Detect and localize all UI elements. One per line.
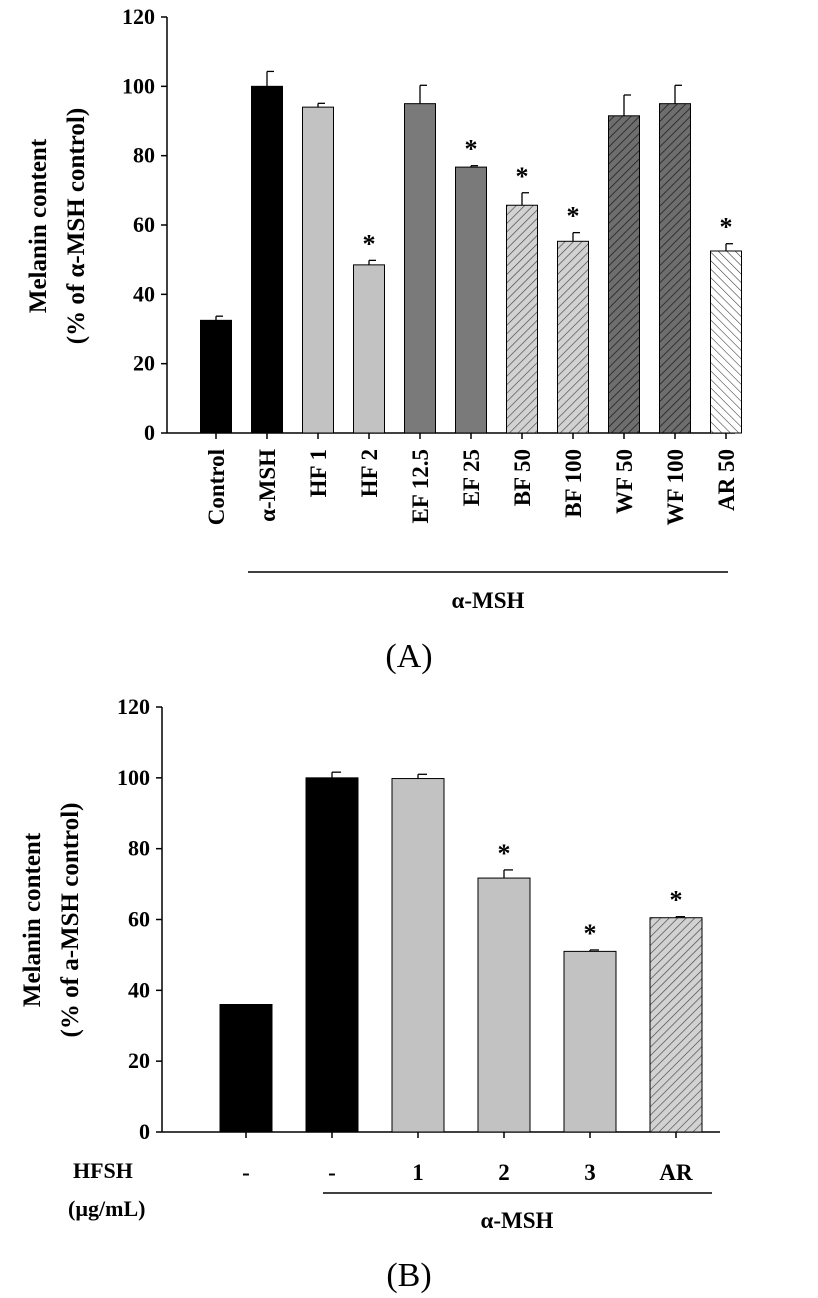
panel-b-bar (563, 950, 617, 1133)
panel-b-ytick-label: 80 (128, 836, 150, 861)
panel-a-significance-star: * (567, 202, 580, 231)
panel-a-category-label: Control (204, 449, 229, 525)
panel-b-ytick-label: 20 (128, 1048, 150, 1073)
panel-b-ytick-label: 0 (139, 1119, 150, 1144)
panel-b-category-label: 1 (412, 1160, 424, 1185)
panel-b-category-label: AR (659, 1160, 693, 1185)
panel-a-ytick-label: 40 (133, 281, 155, 306)
panel-b-ytick-label: 100 (117, 765, 150, 790)
panel-b-significance-star: * (498, 839, 511, 868)
panel-a-bar (353, 264, 385, 434)
panel-b-bar (391, 778, 445, 1133)
panel-a-bar (608, 115, 640, 434)
panel-a-category-label: WF 100 (663, 449, 688, 525)
panel-a-category-label: EF 25 (459, 449, 484, 506)
panel-a-ytick-label: 120 (122, 4, 155, 29)
panel-a-bar (404, 103, 436, 434)
panel-a-bar (455, 166, 487, 434)
panel-b-row-label-line2: (µg/mL) (68, 1196, 145, 1221)
panel-a-category-label: HF 1 (306, 449, 331, 497)
panel-b-label: (B) (386, 1257, 431, 1294)
panel-b-ytick-label: 60 (128, 907, 150, 932)
panel-b-ytick-label: 120 (117, 694, 150, 719)
panel-a-bar (302, 106, 334, 434)
panel-b-category-label: - (242, 1160, 250, 1185)
panel-a-significance-star: * (720, 213, 733, 242)
panel-b-bar (219, 1004, 273, 1133)
panel-a-category-label: BF 50 (510, 449, 535, 506)
panel-b-bracket-label: α-MSH (481, 1208, 554, 1233)
panel-a-ytick-label: 0 (144, 420, 155, 445)
panel-a-category-label: BF 100 (561, 449, 586, 518)
panel-b-significance-star: * (584, 919, 597, 948)
panel-a-bracket-label: α-MSH (452, 588, 525, 613)
panel-a-significance-star: * (363, 229, 376, 258)
panel-b-chart: Melanin content (% of a-MSH control) HFS… (19, 694, 720, 1294)
panel-a-category-label: EF 12.5 (408, 449, 433, 524)
panel-a-significance-star: * (465, 135, 478, 164)
panel-b-bar (649, 917, 703, 1133)
panel-b-row-label-line1: HFSH (73, 1158, 133, 1183)
panel-a-ytick-label: 100 (122, 73, 155, 98)
panel-a-significance-star: * (516, 162, 529, 191)
panel-a-category-label: WF 50 (612, 449, 637, 514)
panel-a-label: (A) (385, 638, 432, 675)
panel-a-ylabel-line1: Melanin content (25, 138, 52, 313)
panel-a-ytick-label: 80 (133, 143, 155, 168)
panel-a-bar (659, 103, 691, 434)
panel-a-chart: Melanin content (% of α-MSH control) α-M… (25, 4, 742, 675)
panel-a-bar (557, 240, 589, 434)
panel-b-ytick-label: 40 (128, 977, 150, 1002)
panel-b-category-label: 2 (498, 1160, 510, 1185)
panel-a-bar (251, 85, 283, 434)
panel-a-bar (710, 250, 742, 434)
panel-b-bar (477, 877, 531, 1133)
panel-b-significance-star: * (670, 886, 683, 915)
panel-b-category-label: - (328, 1160, 336, 1185)
panel-b-ylabel-line2: (% of a-MSH control) (57, 803, 84, 1038)
panel-b-category-label: 3 (584, 1160, 596, 1185)
panel-a-bar (506, 204, 538, 434)
panel-a-ytick-label: 60 (133, 212, 155, 237)
panel-a-bar (200, 319, 232, 434)
panel-b-bar (305, 777, 359, 1133)
panel-a-category-label: HF 2 (357, 449, 382, 497)
panel-a-category-label: α-MSH (255, 449, 280, 522)
panel-a-ylabel-line2: (% of α-MSH control) (63, 108, 90, 344)
panel-a-ytick-label: 20 (133, 351, 155, 376)
panel-b-ylabel-line1: Melanin content (19, 832, 46, 1007)
panel-a-category-label: AR 50 (714, 449, 739, 511)
